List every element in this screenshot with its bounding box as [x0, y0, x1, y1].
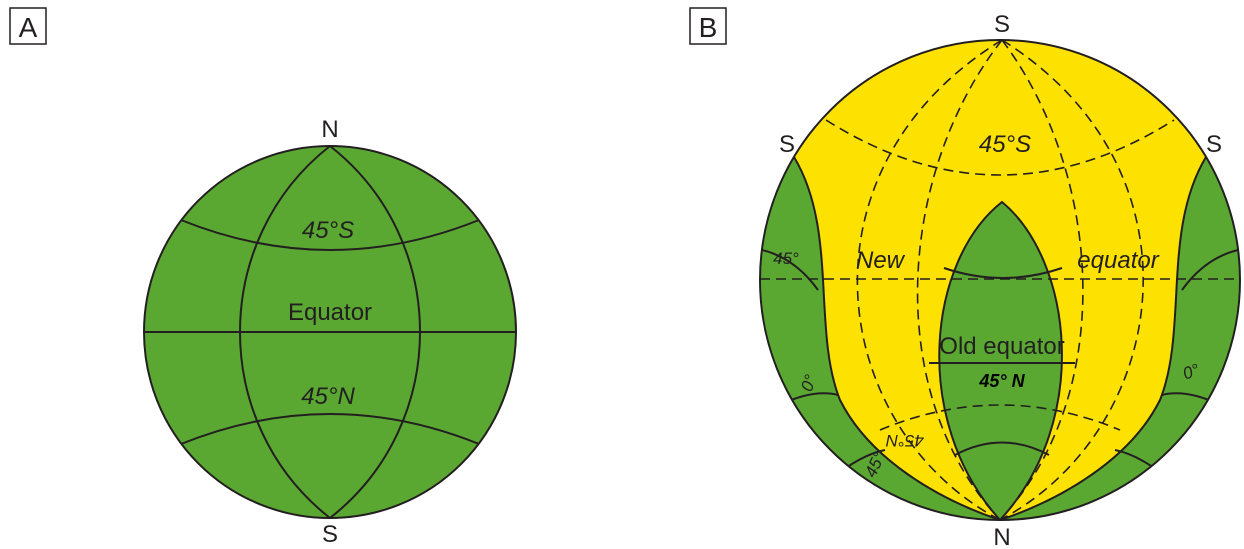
dashed-meridian-center-right	[999, 40, 1084, 520]
equator-label-a: Equator	[288, 299, 372, 326]
lens-arc-upper	[943, 267, 1063, 279]
green-lune-left	[760, 156, 1001, 520]
north-label-a: N	[321, 116, 338, 143]
lat-45n-label-a: 45°N	[301, 383, 355, 410]
north-bottom-label: N	[993, 524, 1010, 549]
lat-45n-label-b: 45° N	[978, 371, 1025, 391]
dashed-meridian-center-left	[916, 40, 1003, 520]
green-lune-right	[999, 156, 1240, 520]
left-45-label: 45°	[773, 249, 799, 268]
panel-b: B	[689, 7, 1241, 549]
green-lens-center	[938, 200, 1063, 520]
panel-a-label: A	[19, 12, 38, 43]
parallel-45n-a	[180, 413, 480, 445]
parallel-45s-a	[180, 219, 480, 251]
south-right-label: S	[1206, 131, 1222, 158]
new-label: New	[856, 247, 906, 274]
equator-word-label: equator	[1077, 247, 1159, 274]
panel-b-label: B	[699, 12, 718, 43]
south-left-label: S	[779, 131, 795, 158]
panel-a: A N S 45°S Equator 45°N	[9, 7, 517, 548]
dashed-meridian-left	[856, 40, 1003, 520]
lens-arc-lower	[954, 441, 1050, 456]
old-equator-label: Old equator	[939, 333, 1064, 360]
dashed-parallel-45n	[879, 404, 1121, 431]
left-0-label: 0°	[797, 372, 820, 394]
panel-b-label-box	[689, 7, 727, 45]
right-lune-arc-upper	[1181, 249, 1239, 291]
left-lune-arc-upper	[761, 249, 819, 291]
lat-45s-label-a: 45°S	[302, 217, 354, 244]
right-0-label: 0°	[1180, 360, 1202, 383]
south-top-label: S	[994, 11, 1010, 38]
lat-45s-label-b: 45°S	[979, 131, 1031, 158]
panel-a-label-box	[9, 7, 47, 45]
lat-45n-mirrored-label: 45°N	[885, 431, 924, 450]
dashed-meridian-right	[999, 40, 1144, 520]
dashed-parallel-45s	[825, 119, 1175, 176]
south-label-a: S	[322, 521, 338, 548]
